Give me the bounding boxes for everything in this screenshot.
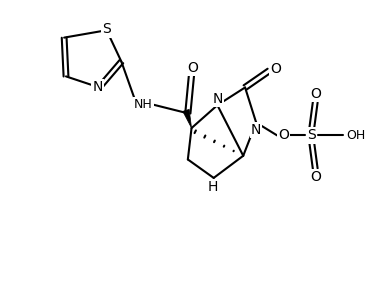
Polygon shape (183, 109, 192, 128)
Text: NH: NH (134, 98, 153, 111)
Text: N: N (213, 92, 223, 105)
Text: O: O (270, 62, 281, 76)
Text: N: N (251, 123, 262, 137)
Text: O: O (278, 129, 289, 142)
Text: N: N (92, 80, 103, 94)
Text: S: S (307, 129, 316, 142)
Text: OH: OH (346, 129, 365, 142)
Text: O: O (311, 87, 321, 101)
Text: H: H (208, 180, 218, 194)
Text: O: O (187, 61, 198, 75)
Text: S: S (102, 23, 111, 36)
Text: O: O (311, 170, 321, 184)
